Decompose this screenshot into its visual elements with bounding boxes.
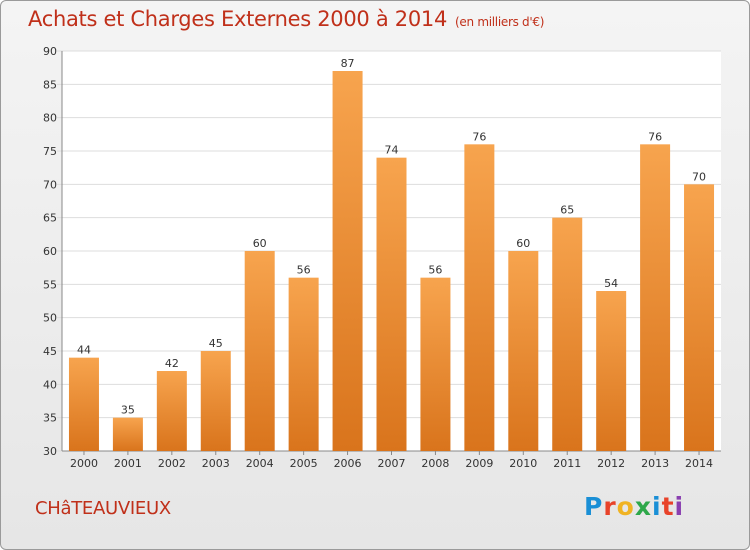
bar bbox=[596, 291, 627, 451]
bar-value-label: 60 bbox=[516, 237, 530, 250]
y-tick-label: 65 bbox=[43, 212, 57, 225]
x-tick-label: 2011 bbox=[553, 457, 581, 470]
y-tick-label: 35 bbox=[43, 412, 57, 425]
x-tick-label: 2000 bbox=[70, 457, 98, 470]
bar-value-label: 45 bbox=[209, 337, 223, 350]
logo-letter: r bbox=[603, 492, 617, 521]
proxiti-logo: Proxiti bbox=[584, 492, 684, 521]
bar-value-label: 70 bbox=[692, 170, 706, 183]
bar-value-label: 76 bbox=[472, 130, 486, 143]
y-tick-label: 75 bbox=[43, 145, 57, 158]
bar-value-label: 35 bbox=[121, 404, 135, 417]
x-tick-label: 2003 bbox=[202, 457, 230, 470]
logo-letter: i bbox=[674, 492, 685, 521]
logo-letter: x bbox=[634, 492, 652, 521]
y-tick-label: 50 bbox=[43, 312, 57, 325]
x-tick-label: 2002 bbox=[158, 457, 186, 470]
bar bbox=[288, 277, 319, 451]
bar-value-label: 76 bbox=[648, 130, 662, 143]
city-name: CHâTEAUVIEUX bbox=[35, 498, 171, 519]
logo-letter: i bbox=[652, 492, 662, 521]
bar-value-label: 65 bbox=[560, 204, 574, 217]
bar bbox=[112, 417, 143, 451]
x-tick-label: 2005 bbox=[290, 457, 318, 470]
bar bbox=[552, 217, 583, 451]
logo-letter: t bbox=[661, 492, 675, 521]
bar-value-label: 60 bbox=[253, 237, 267, 250]
bar bbox=[420, 277, 451, 451]
logo-letter: o bbox=[616, 492, 635, 521]
bar bbox=[200, 351, 231, 451]
y-tick-label: 60 bbox=[43, 245, 57, 258]
x-tick-label: 2013 bbox=[641, 457, 669, 470]
bar-value-label: 42 bbox=[165, 357, 179, 370]
y-tick-label: 30 bbox=[43, 445, 57, 458]
chart-title-text: Achats et Charges Externes 2000 à 2014 bbox=[28, 7, 448, 31]
x-tick-label: 2014 bbox=[685, 457, 713, 470]
y-tick-label: 70 bbox=[43, 178, 57, 191]
bar bbox=[244, 251, 275, 451]
y-tick-label: 90 bbox=[43, 45, 57, 58]
bar bbox=[68, 357, 99, 451]
y-tick-label: 55 bbox=[43, 278, 57, 291]
bar-value-label: 74 bbox=[385, 144, 399, 157]
y-tick-label: 45 bbox=[43, 345, 57, 358]
x-tick-label: 2012 bbox=[597, 457, 625, 470]
bar-value-label: 87 bbox=[341, 57, 355, 70]
y-tick-label: 85 bbox=[43, 78, 57, 91]
x-tick-label: 2006 bbox=[334, 457, 362, 470]
logo-letter: P bbox=[584, 492, 604, 521]
bar bbox=[508, 251, 539, 451]
bar bbox=[464, 144, 495, 452]
bar-value-label: 54 bbox=[604, 277, 618, 290]
chart-unit: (en milliers d'€) bbox=[455, 15, 545, 29]
x-tick-label: 2001 bbox=[114, 457, 142, 470]
y-tick-label: 80 bbox=[43, 112, 57, 125]
x-tick-label: 2010 bbox=[509, 457, 537, 470]
bar-value-label: 56 bbox=[428, 264, 442, 277]
chart-title: Achats et Charges Externes 2000 à 2014 (e… bbox=[28, 7, 544, 31]
bar bbox=[332, 71, 363, 451]
bar bbox=[156, 371, 187, 451]
bar bbox=[376, 157, 407, 451]
x-tick-label: 2004 bbox=[246, 457, 274, 470]
x-tick-label: 2009 bbox=[465, 457, 493, 470]
bar-value-label: 44 bbox=[77, 344, 91, 357]
x-tick-label: 2007 bbox=[378, 457, 406, 470]
bar bbox=[640, 144, 671, 452]
x-tick-label: 2008 bbox=[421, 457, 449, 470]
bar bbox=[684, 184, 715, 452]
bar-value-label: 56 bbox=[297, 264, 311, 277]
y-tick-label: 40 bbox=[43, 378, 57, 391]
